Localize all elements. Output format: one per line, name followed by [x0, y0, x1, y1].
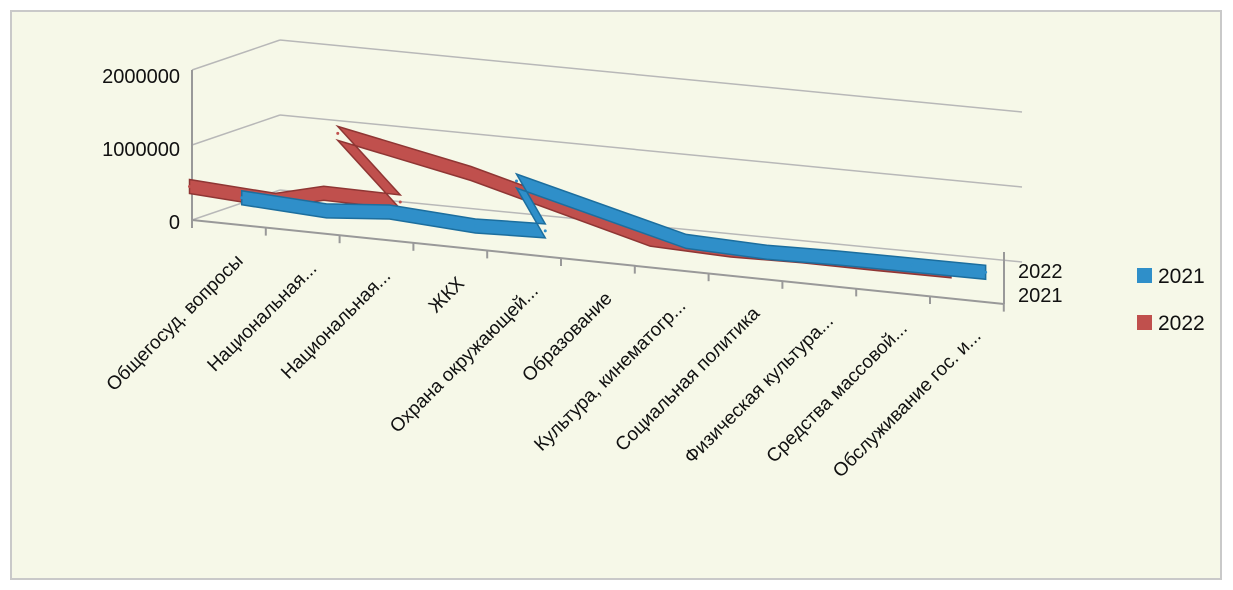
y-tick-label: 1000000: [102, 139, 180, 161]
data-point-2021: [473, 224, 477, 228]
data-point-2021: [910, 263, 914, 267]
series-line-2021: [241, 172, 987, 281]
category-label: Обслуживание гос. и...: [829, 326, 985, 482]
legend-swatch-2021: [1137, 268, 1152, 283]
data-point-2021: [836, 256, 840, 260]
data-point-2021: [324, 209, 328, 213]
data-point-2021: [515, 179, 518, 183]
data-point-2021: [684, 239, 688, 243]
gridlines: [191, 39, 1023, 263]
category-label: Общегосуд. вопросы: [103, 251, 248, 396]
y-tick-label: 0: [169, 212, 180, 234]
data-point-2022: [188, 185, 191, 188]
axes: [191, 70, 1005, 312]
category-label: Культура, кинематогр...: [530, 296, 690, 456]
y-axis-tick-labels: 0 1000000 2000000: [102, 66, 180, 234]
gridline-side: [191, 39, 281, 71]
line-chart: 0 1000000 2000000 Общегосуд. вопросыНацион…: [102, 39, 1205, 482]
data-point-2022: [398, 200, 402, 204]
gridline-side: [191, 114, 281, 146]
data-point-2021: [984, 270, 988, 274]
data-point-2022: [322, 191, 326, 195]
chart-frame: 0 1000000 2000000 Общегосуд. вопросы Национ…: [10, 10, 1222, 580]
gridline-back: [279, 114, 1023, 188]
data-point-2022: [648, 237, 652, 241]
series-lines: [188, 124, 988, 281]
data-point-2022: [469, 172, 473, 175]
data-point-2021: [765, 250, 769, 254]
data-point-2021: [543, 229, 547, 233]
legend: 2021 2022: [1137, 265, 1205, 335]
category-label: ЖКХ: [425, 273, 469, 317]
data-point-2021: [240, 196, 244, 200]
gridline-back: [279, 39, 1023, 113]
category-label: Физическая культура...: [681, 311, 838, 468]
x-axis-line: [191, 219, 1005, 305]
depth-label-2022: 2022: [1018, 261, 1063, 283]
category-label: Средства массовой...: [763, 318, 912, 467]
y-tick-label: 2000000: [102, 66, 180, 88]
legend-swatch-2022: [1137, 315, 1152, 330]
data-point-2021: [387, 210, 391, 214]
depth-label-2021: 2021: [1018, 285, 1063, 307]
category-label: Охрана окружающей...: [386, 281, 543, 438]
legend-label-2022: 2022: [1158, 312, 1205, 335]
category-label: Социальная политика: [612, 303, 765, 456]
legend-label-2021: 2021: [1158, 265, 1205, 288]
data-point-2022: [336, 131, 340, 135]
category-labels: Общегосуд. вопросыНациональная...Национа…: [103, 251, 986, 482]
